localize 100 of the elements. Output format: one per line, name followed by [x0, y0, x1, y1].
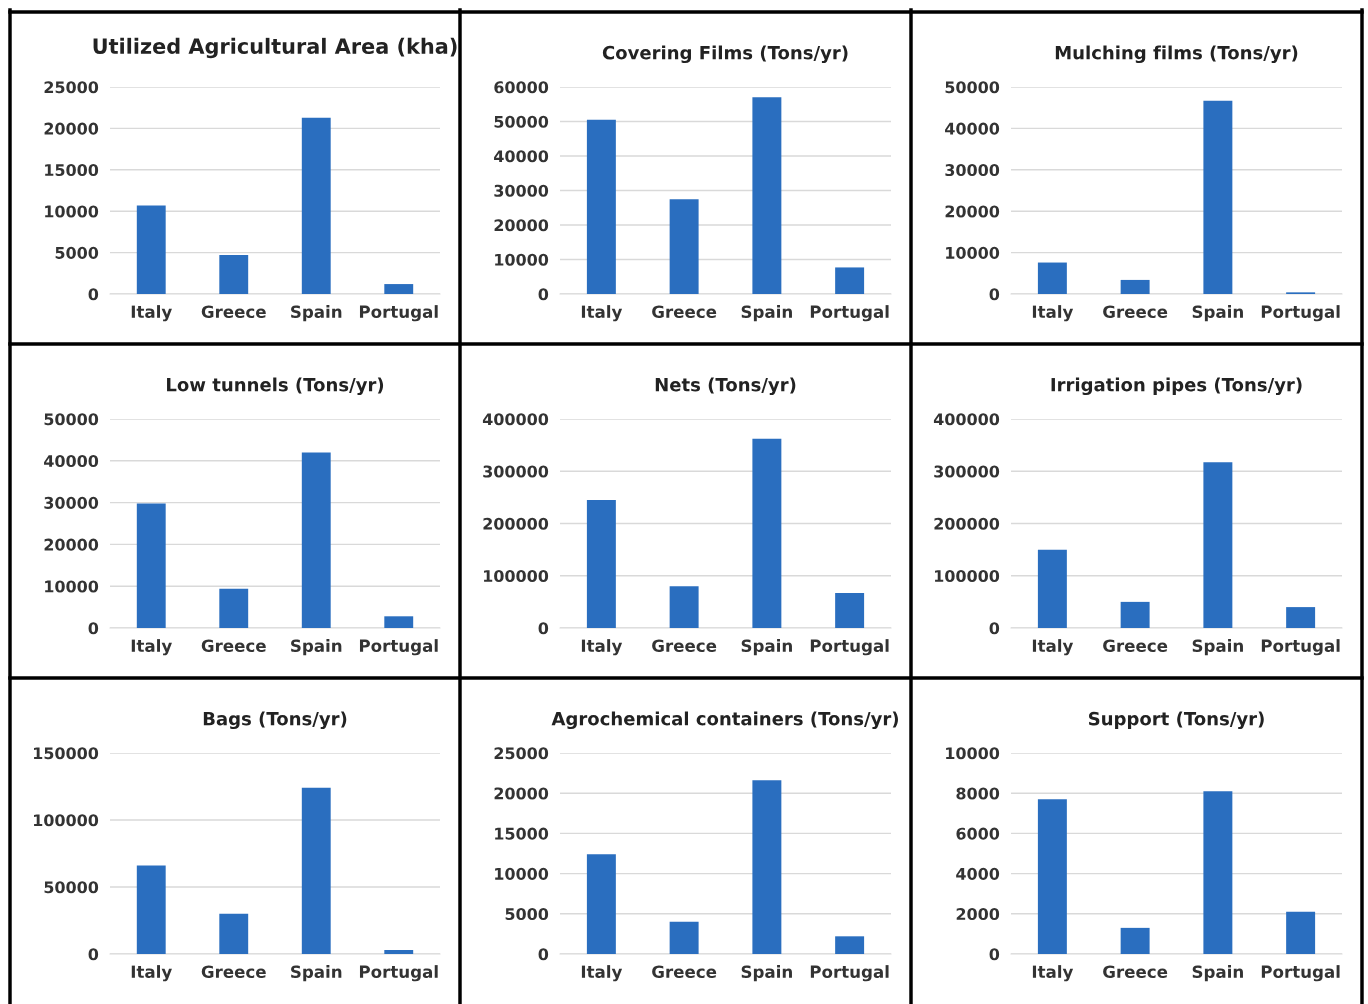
bar: [136, 503, 166, 628]
chart-title: Low tunnels (Tons/yr): [167, 377, 384, 396]
x-tick-label: Italy: [131, 965, 172, 982]
y-tick-label: 20000: [44, 122, 99, 135]
y-tick-label: 150000: [34, 747, 99, 760]
x-tick-label: Spain: [741, 305, 792, 322]
bar: [586, 854, 616, 954]
y-tick-label: 0: [88, 288, 99, 301]
y-tick-label: 10000: [495, 867, 549, 880]
y-tick-label: 0: [538, 948, 549, 961]
y-tick-label: 10000: [45, 205, 99, 218]
x-tick-label: Portugal: [810, 305, 889, 322]
bar: [835, 267, 865, 294]
x-tick-label: Spain: [291, 305, 342, 322]
y-tick-label: 0: [989, 948, 1000, 961]
y-tick-label: 100000: [34, 814, 99, 827]
x-tick-label: Italy: [131, 639, 172, 656]
bar: [752, 780, 782, 954]
bar: [1037, 799, 1067, 954]
bar: [219, 255, 249, 294]
bar: [136, 205, 166, 294]
x-tick-label: Spain: [291, 965, 342, 982]
x-tick-label: Italy: [1032, 965, 1074, 982]
x-tick-label: Portugal: [810, 639, 889, 656]
bar: [384, 949, 414, 954]
y-tick-label: 0: [989, 288, 1000, 301]
chart-title: Irrigation pipes (Tons/yr): [1051, 377, 1302, 396]
y-tick-label: 10000: [946, 747, 1000, 760]
bar: [1286, 911, 1316, 954]
chart-title: Covering Films (Tons/yr): [602, 45, 848, 64]
bar: [752, 97, 782, 294]
y-tick-label: 400000: [933, 413, 1000, 426]
bar: [586, 119, 616, 294]
x-tick-label: Italy: [1032, 305, 1074, 322]
y-tick-label: 20000: [494, 787, 549, 800]
bar: [1203, 462, 1233, 628]
y-tick-label: 30000: [945, 164, 1000, 177]
chart-title: Support (Tons/yr): [1088, 711, 1264, 730]
bar: [669, 199, 699, 294]
x-tick-label: Portugal: [359, 305, 438, 322]
bar: [586, 499, 616, 628]
y-tick-label: 40000: [44, 455, 99, 468]
y-tick-label: 20000: [945, 205, 1000, 218]
bar: [1120, 279, 1150, 294]
chart-title: Nets (Tons/yr): [655, 377, 796, 396]
y-tick-label: 10000: [495, 253, 549, 266]
bar: [219, 588, 249, 628]
bar: [669, 921, 699, 954]
y-tick-label: 100000: [935, 569, 1000, 583]
bar: [301, 787, 331, 954]
y-tick-label: 50000: [44, 881, 99, 894]
y-tick-label: 40000: [494, 150, 549, 163]
bar: [1037, 549, 1067, 628]
x-tick-label: Spain: [741, 965, 792, 982]
y-tick-label: 200000: [934, 517, 1000, 530]
y-tick-label: 5000: [505, 908, 549, 921]
chart-title: Bags (Tons/yr): [203, 711, 347, 730]
y-tick-label: 0: [88, 622, 99, 635]
y-tick-label: 6000: [956, 827, 1000, 840]
bar: [301, 452, 331, 628]
x-tick-label: Portugal: [1261, 965, 1340, 982]
x-tick-label: Greece: [201, 965, 266, 979]
y-tick-label: 0: [538, 288, 549, 301]
x-tick-label: Spain: [1192, 305, 1243, 322]
x-tick-label: Portugal: [810, 965, 889, 982]
bar: [384, 284, 414, 294]
bar: [669, 586, 699, 628]
y-tick-label: 300000: [483, 465, 549, 478]
x-tick-label: Spain: [1192, 639, 1243, 656]
y-tick-label: 20000: [494, 219, 549, 232]
y-tick-label: 100000: [484, 569, 549, 583]
bar: [752, 438, 782, 628]
y-tick-label: 10000: [946, 246, 1000, 259]
x-tick-label: Portugal: [1261, 305, 1340, 322]
bar: [1286, 607, 1316, 628]
y-tick-label: 15000: [495, 827, 549, 840]
x-tick-label: Portugal: [1261, 639, 1340, 656]
y-tick-label: 5000: [55, 246, 99, 259]
x-tick-label: Greece: [1103, 965, 1168, 979]
x-tick-label: Italy: [131, 305, 172, 322]
x-tick-label: Greece: [201, 305, 266, 319]
bar: [1037, 262, 1067, 294]
bar: [835, 936, 865, 954]
chart-title: Mulching films (Tons/yr): [1055, 45, 1298, 64]
x-tick-label: Italy: [581, 965, 623, 982]
chart-title: Utilized Agricultural Area (kha): [93, 37, 457, 59]
y-tick-label: 25000: [44, 81, 99, 94]
y-tick-label: 400000: [482, 413, 549, 426]
x-tick-label: Greece: [1103, 639, 1168, 653]
bar: [1203, 791, 1233, 954]
y-tick-label: 300000: [934, 465, 1000, 478]
bar: [1203, 100, 1233, 294]
x-tick-label: Greece: [652, 965, 717, 979]
y-tick-label: 50000: [945, 81, 1000, 94]
y-tick-label: 0: [538, 622, 549, 635]
y-tick-label: 4000: [956, 867, 1000, 880]
y-tick-label: 0: [88, 948, 99, 961]
x-tick-label: Spain: [741, 639, 792, 656]
x-tick-label: Italy: [581, 639, 623, 656]
x-tick-label: Greece: [201, 639, 266, 653]
